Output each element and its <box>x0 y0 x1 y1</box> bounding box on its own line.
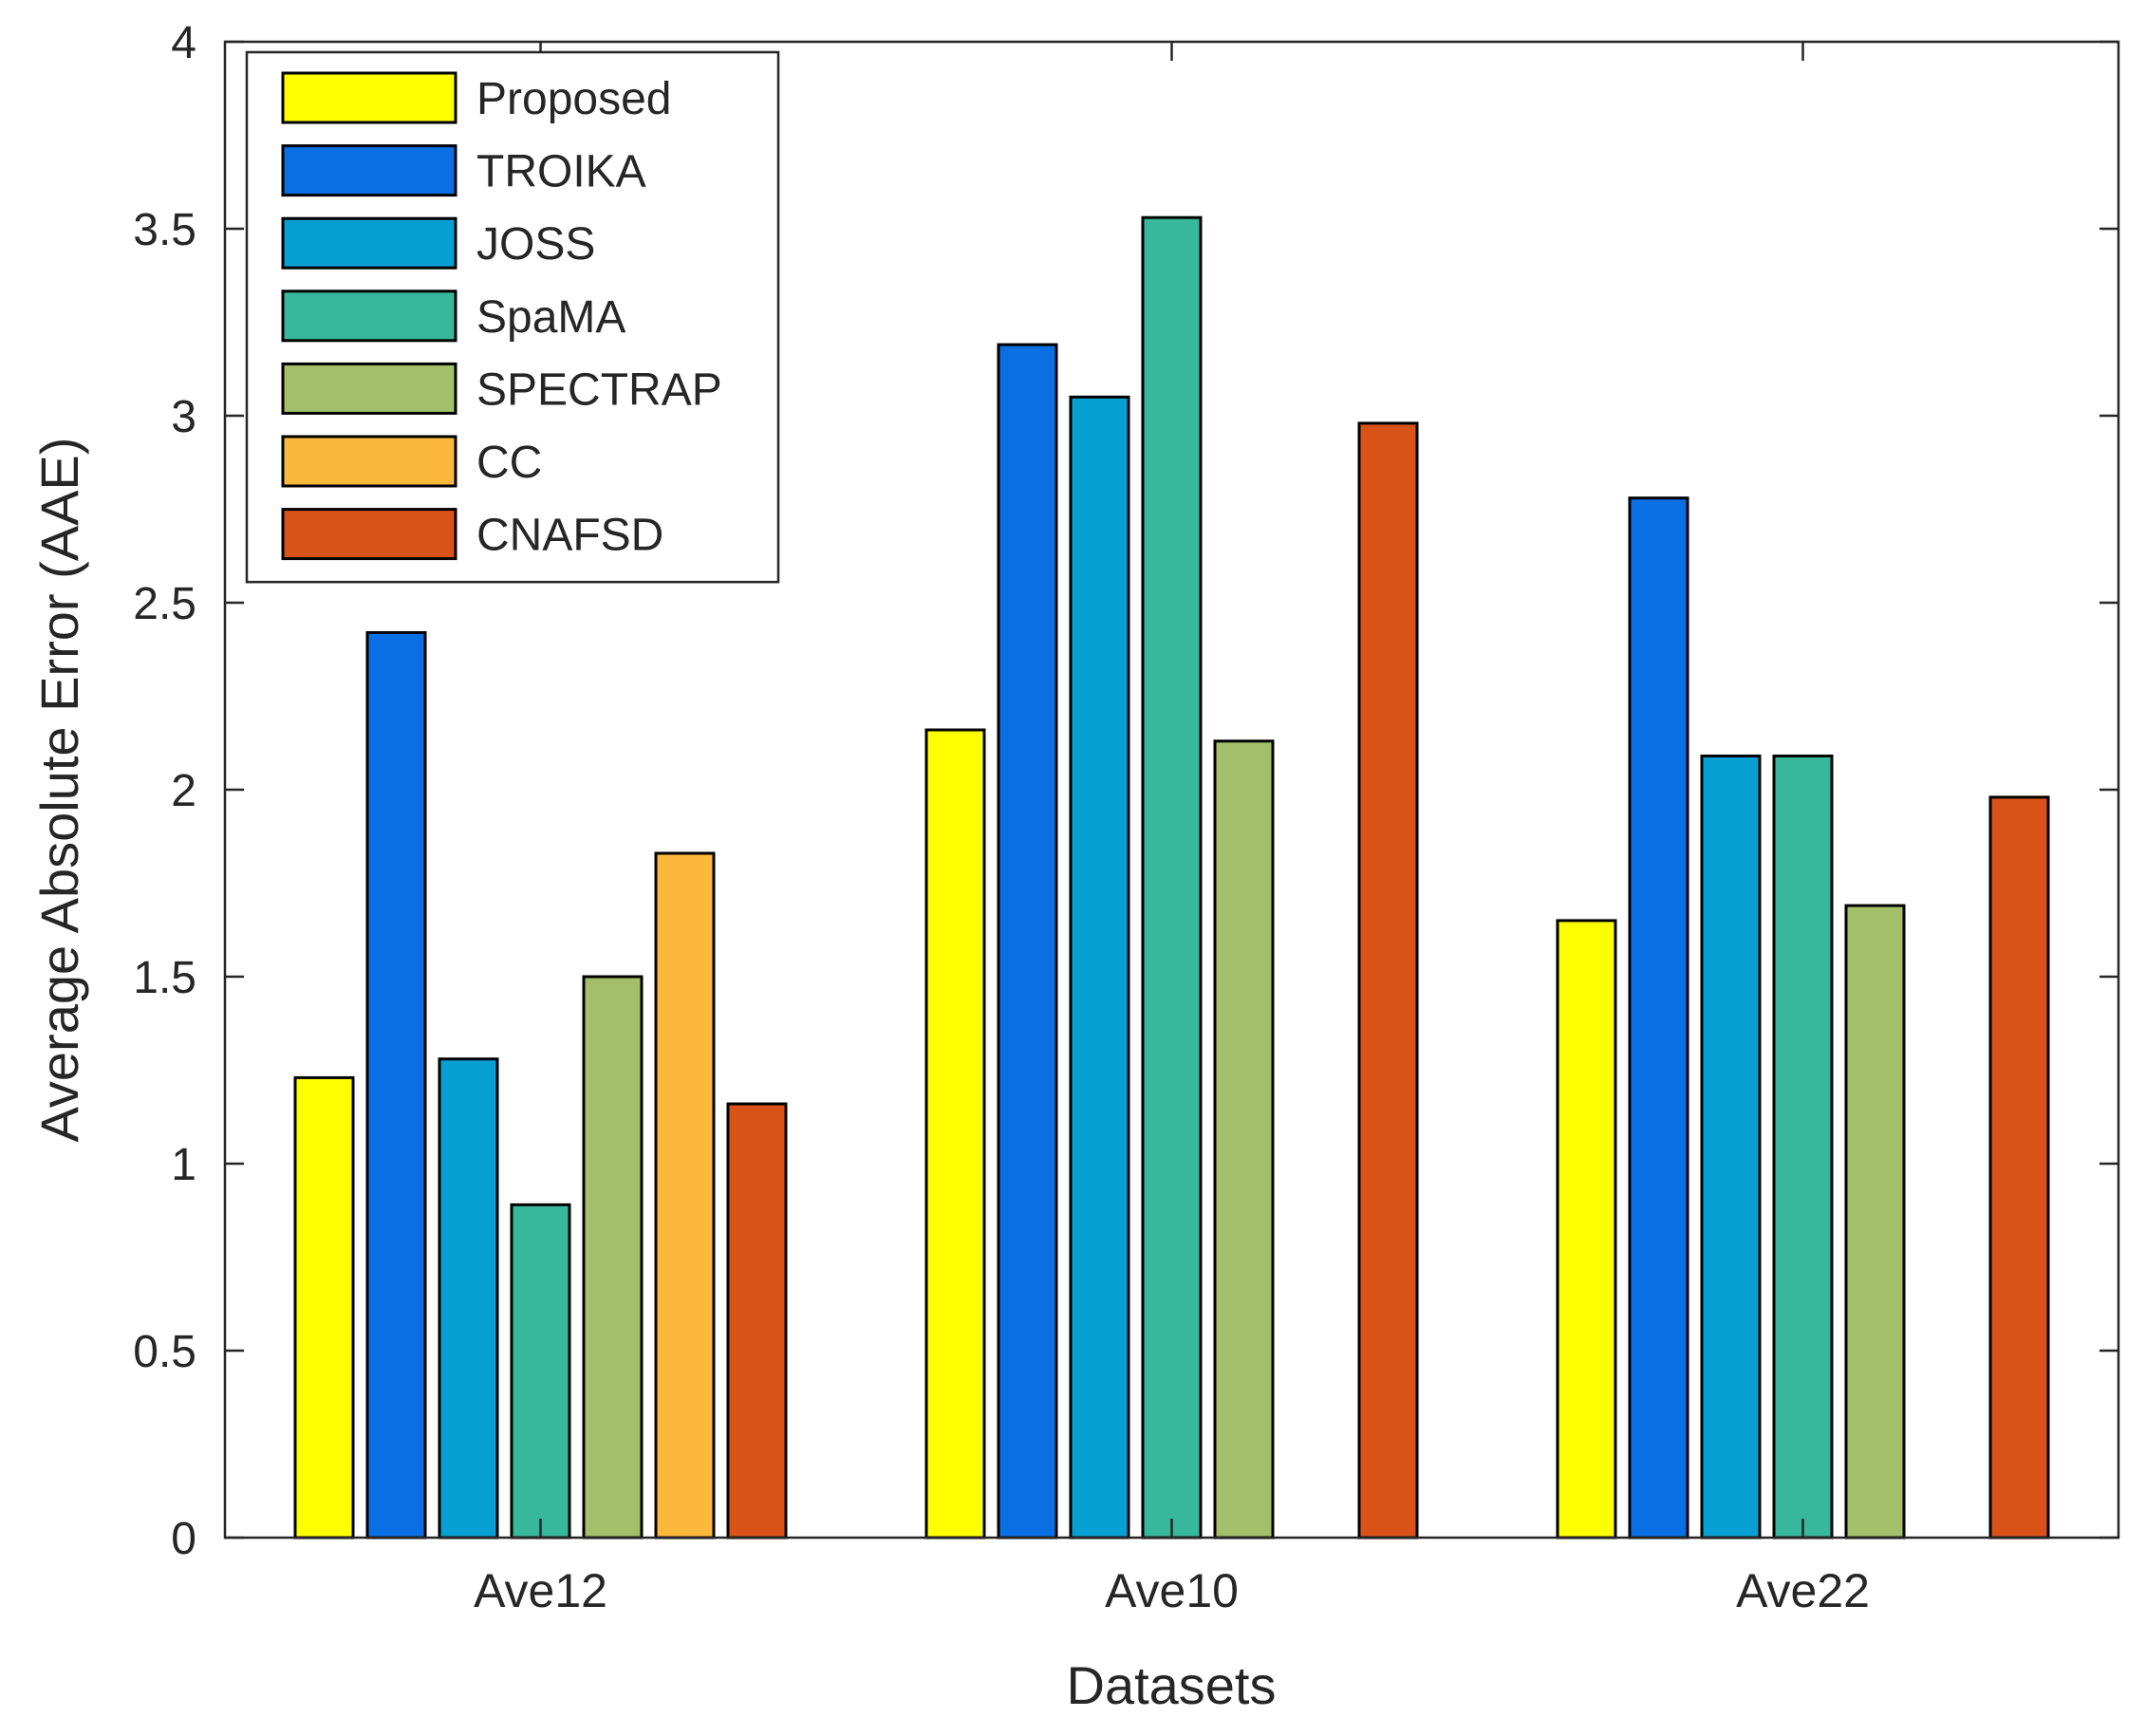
x-tick-label: Ave10 <box>1105 1564 1239 1617</box>
bar-spectrap-ave10 <box>1213 739 1275 1540</box>
legend-label-spama: SpaMA <box>476 292 625 343</box>
bar-troika-ave10 <box>997 343 1058 1540</box>
bar-cnafsd-ave22 <box>1988 795 2050 1540</box>
bar-troika-ave22 <box>1628 496 1689 1540</box>
legend-label-proposed: Proposed <box>476 74 671 124</box>
y-tick-label: 2 <box>171 766 196 816</box>
y-tick-label: 1.5 <box>133 953 196 1003</box>
y-tick-label: 2.5 <box>133 579 196 629</box>
bar-spectrap-ave12 <box>582 975 644 1540</box>
bar-cc-ave12 <box>654 851 716 1540</box>
bar-spama-ave12 <box>510 1203 571 1540</box>
legend-swatch-spectrap <box>281 362 457 415</box>
legend-swatch-cnafsd <box>281 508 457 561</box>
bar-proposed-ave12 <box>293 1075 355 1540</box>
bar-joss-ave12 <box>438 1057 499 1540</box>
legend: Proposed TROIKA JOSS SpaMA SPECTRAP CC CNAFSD <box>245 50 780 584</box>
legend-label-spectrap: SPECTRAP <box>476 364 722 415</box>
y-tick-label: 0 <box>171 1514 196 1564</box>
y-tick-label: 4 <box>171 18 196 68</box>
legend-swatch-proposed <box>281 71 457 124</box>
legend-label-troika: TROIKA <box>476 147 646 197</box>
ticks-layer: 0 0.5 1 1.5 2 2.5 3 3.5 4 Ave12 Ave10 Ave22 <box>133 18 2118 1617</box>
legend-label-cnafsd: CNAFSD <box>476 511 663 561</box>
legend-label-cc: CC <box>476 438 542 488</box>
bars-layer <box>293 215 2050 1540</box>
bar-joss-ave10 <box>1069 395 1130 1540</box>
y-tick-label: 3 <box>171 392 196 442</box>
legend-swatch-spama <box>281 289 457 343</box>
y-tick-label: 3.5 <box>133 205 196 255</box>
y-tick-label: 0.5 <box>133 1327 196 1377</box>
legend-swatch-troika <box>281 144 457 197</box>
bar-joss-ave22 <box>1700 755 1762 1540</box>
x-tick-label: Ave12 <box>474 1564 607 1617</box>
bar-spama-ave10 <box>1141 215 1203 1540</box>
bar-cnafsd-ave12 <box>726 1102 788 1540</box>
x-tick-label: Ave22 <box>1736 1564 1870 1617</box>
bar-spectrap-ave22 <box>1844 904 1906 1540</box>
legend-label-joss: JOSS <box>476 219 595 270</box>
bar-proposed-ave10 <box>924 728 986 1540</box>
bar-cnafsd-ave10 <box>1357 421 1419 1540</box>
legend-swatch-joss <box>281 216 457 270</box>
x-axis-label: Datasets <box>1067 1655 1277 1715</box>
bar-troika-ave12 <box>365 631 427 1540</box>
y-tick-label: 1 <box>171 1140 196 1190</box>
legend-swatch-cc <box>281 435 457 488</box>
bar-spama-ave22 <box>1772 755 1834 1540</box>
bar-proposed-ave22 <box>1556 919 1617 1540</box>
y-axis-label: Average Absolute Error (AAE) <box>29 438 89 1143</box>
